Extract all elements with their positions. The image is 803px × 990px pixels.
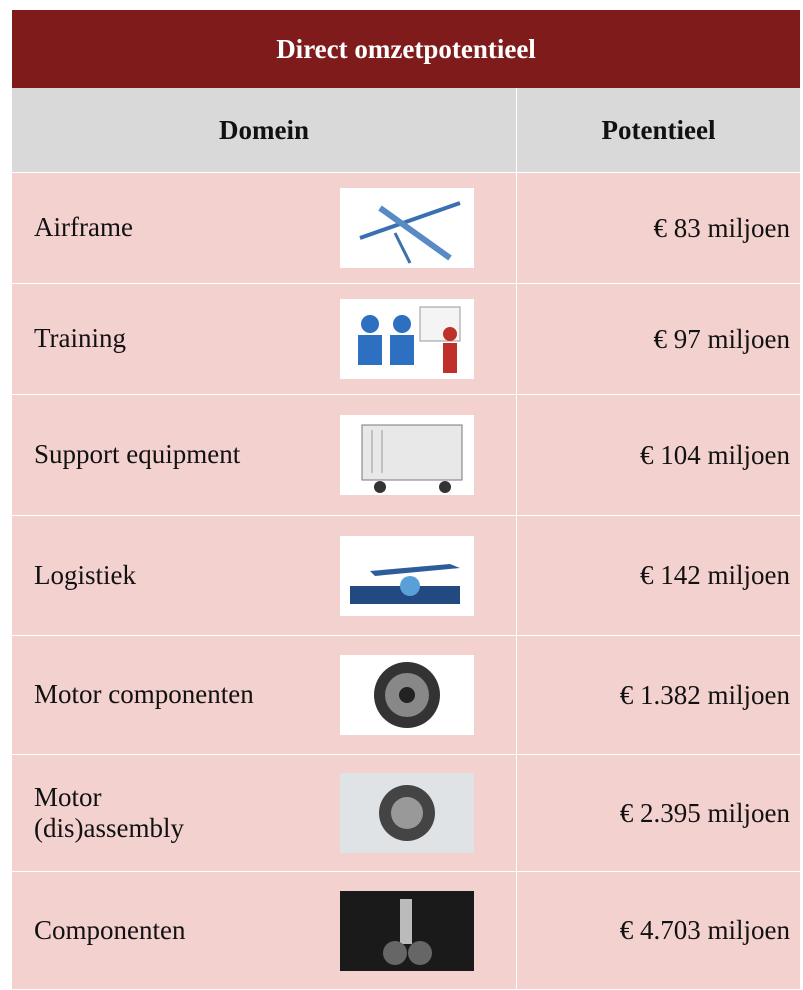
table-row: Logistiek€ 142 miljoen [12, 516, 800, 636]
domain-cell: Airframe [12, 173, 517, 283]
potential-cell: € 104 miljoen [517, 395, 800, 515]
domain-image [340, 415, 474, 495]
domain-image [340, 536, 474, 616]
table-row: Airframe€ 83 miljoen [12, 173, 800, 284]
table-row: Motor componenten€ 1.382 miljoen [12, 636, 800, 755]
page: Direct omzetpotentieel Domein Potentieel… [0, 0, 803, 984]
table: Direct omzetpotentieel Domein Potentieel… [12, 10, 800, 990]
potential-cell: € 97 miljoen [517, 284, 800, 394]
domain-image [340, 188, 474, 268]
domain-image [340, 299, 474, 379]
table-title: Direct omzetpotentieel [12, 10, 800, 88]
domain-cell: Training [12, 284, 517, 394]
domain-image [340, 773, 474, 853]
domain-cell: Logistiek [12, 516, 517, 635]
table-row: Support equipment€ 104 miljoen [12, 395, 800, 516]
domain-image [340, 891, 474, 971]
potential-cell: € 142 miljoen [517, 516, 800, 635]
table-row: Componenten€ 4.703 miljoen [12, 872, 800, 990]
potential-cell: € 4.703 miljoen [517, 872, 800, 989]
domain-cell: Motor componenten [12, 636, 517, 754]
column-header: Domein [12, 88, 517, 172]
header-row: Domein Potentieel [12, 88, 800, 173]
domain-image [340, 655, 474, 735]
domain-cell: Support equipment [12, 395, 517, 515]
potential-cell: € 2.395 miljoen [517, 755, 800, 871]
domain-cell: Motor (dis)assembly [12, 755, 517, 871]
table-row: Training€ 97 miljoen [12, 284, 800, 395]
domain-cell: Componenten [12, 872, 517, 989]
table-row: Motor (dis)assembly€ 2.395 miljoen [12, 755, 800, 872]
column-header: Potentieel [517, 88, 800, 172]
potential-cell: € 83 miljoen [517, 173, 800, 283]
potential-cell: € 1.382 miljoen [517, 636, 800, 754]
